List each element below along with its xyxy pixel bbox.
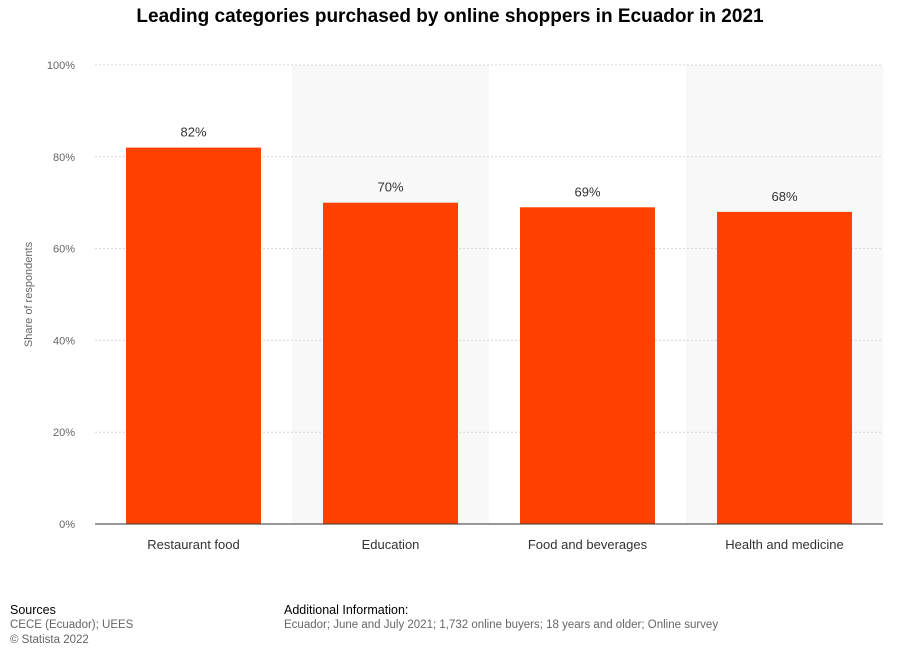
y-axis-label: Share of respondents — [23, 241, 35, 347]
sources-block: Sources CECE (Ecuador); UEES © Statista … — [10, 603, 133, 648]
sources-heading: Sources — [10, 603, 56, 617]
additional-info-heading: Additional Information: — [284, 603, 409, 617]
additional-info-block: Additional Information: Ecuador; June an… — [284, 603, 718, 633]
y-tick-label: 20% — [53, 427, 75, 439]
sources-text: CECE (Ecuador); UEES — [10, 619, 134, 631]
data-label: 68% — [771, 189, 797, 204]
data-label: 70% — [377, 180, 403, 195]
bar-chart: 0% 20% 40% 60% 80% 100% Share of respondents 82… — [23, 60, 883, 552]
copyright-text: © Statista 2022 — [10, 634, 89, 646]
y-tick-label: 0% — [59, 519, 75, 531]
bar — [323, 202, 458, 524]
chart-title: Leading categories purchased by online s… — [136, 6, 764, 27]
bar — [520, 207, 655, 525]
y-tick-label: 100% — [47, 60, 75, 72]
bar — [717, 211, 852, 524]
x-tick-label: Food and beverages — [528, 537, 648, 552]
y-tick-label: 40% — [53, 335, 75, 347]
x-tick-label: Restaurant food — [147, 537, 240, 552]
x-tick-label: Education — [362, 537, 420, 552]
data-label: 69% — [574, 184, 600, 199]
x-tick-label: Health and medicine — [725, 537, 844, 552]
additional-info-text: Ecuador; June and July 2021; 1,732 onlin… — [284, 619, 719, 631]
y-tick-label: 80% — [53, 152, 75, 164]
y-tick-label: 60% — [53, 244, 75, 256]
bar — [126, 147, 261, 524]
data-label: 82% — [180, 125, 206, 140]
